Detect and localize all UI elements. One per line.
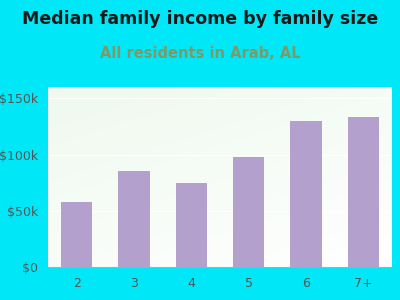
Text: All residents in Arab, AL: All residents in Arab, AL [100,46,300,62]
Bar [348,117,379,267]
Bar [118,171,150,267]
Bar [233,157,264,267]
Text: Median family income by family size: Median family income by family size [22,11,378,28]
Bar [176,183,207,267]
Bar [61,202,92,267]
Bar [290,121,322,267]
